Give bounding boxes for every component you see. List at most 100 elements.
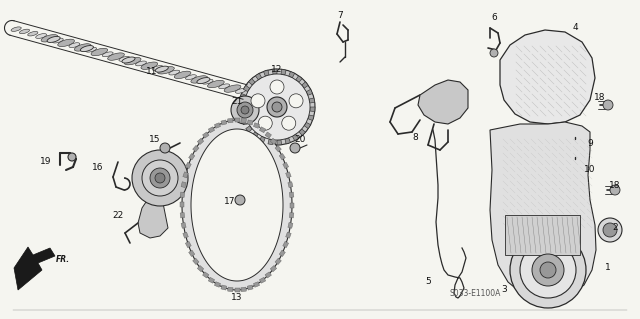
Text: 22: 22 [113,211,124,219]
Polygon shape [259,136,266,143]
Polygon shape [246,126,252,132]
Polygon shape [182,120,292,290]
Polygon shape [186,241,191,248]
Polygon shape [289,71,294,78]
Circle shape [132,150,188,206]
Polygon shape [193,145,199,152]
Text: FR.: FR. [56,256,70,264]
Polygon shape [265,272,271,278]
Polygon shape [248,78,255,85]
Circle shape [290,143,300,153]
Polygon shape [241,118,246,123]
Circle shape [241,106,249,114]
Circle shape [237,102,253,118]
Polygon shape [279,153,285,160]
Polygon shape [285,138,291,144]
Polygon shape [255,73,262,80]
Circle shape [598,218,622,242]
Polygon shape [275,145,282,152]
Ellipse shape [136,61,147,66]
Circle shape [510,232,586,308]
Text: 13: 13 [231,293,243,302]
Polygon shape [500,30,595,124]
Ellipse shape [102,52,113,57]
Text: 10: 10 [584,166,596,174]
Polygon shape [252,132,259,138]
Ellipse shape [191,76,207,83]
Circle shape [251,94,265,108]
Ellipse shape [108,53,124,60]
Polygon shape [228,118,233,123]
Ellipse shape [41,34,58,42]
Circle shape [239,69,315,145]
Polygon shape [239,102,244,107]
Polygon shape [505,215,580,255]
Ellipse shape [74,44,91,51]
Ellipse shape [58,39,74,47]
Text: 4: 4 [572,24,578,33]
Circle shape [270,80,284,94]
Circle shape [490,49,498,57]
Text: S033-E1100A: S033-E1100A [450,289,501,298]
Polygon shape [197,138,204,145]
Polygon shape [253,123,260,128]
Polygon shape [418,80,468,124]
Polygon shape [283,162,289,169]
Circle shape [150,168,170,188]
Ellipse shape [47,36,60,42]
Ellipse shape [219,84,230,89]
Polygon shape [247,120,253,125]
Polygon shape [288,182,293,188]
Circle shape [160,143,170,153]
Polygon shape [203,272,209,278]
Polygon shape [14,247,55,290]
Text: 20: 20 [294,136,306,145]
Ellipse shape [186,75,196,79]
Text: 18: 18 [595,93,605,102]
Ellipse shape [157,67,174,74]
Polygon shape [189,250,195,256]
Polygon shape [264,70,269,76]
Ellipse shape [224,85,241,92]
Polygon shape [299,129,305,136]
Circle shape [68,153,76,161]
Polygon shape [259,127,266,133]
Ellipse shape [202,79,213,84]
Polygon shape [189,153,195,160]
Polygon shape [234,288,239,292]
Ellipse shape [19,29,29,34]
Polygon shape [259,277,266,283]
Ellipse shape [91,48,108,56]
Text: 7: 7 [337,11,343,19]
Ellipse shape [236,88,246,93]
Ellipse shape [86,47,97,52]
Polygon shape [289,212,294,218]
Polygon shape [289,192,294,197]
Polygon shape [221,120,227,125]
Polygon shape [296,76,302,82]
Ellipse shape [197,78,210,84]
Polygon shape [241,287,246,292]
Polygon shape [279,250,285,256]
Polygon shape [247,285,253,290]
Polygon shape [306,89,312,95]
Polygon shape [301,82,308,88]
Polygon shape [186,162,191,169]
Polygon shape [240,93,246,99]
Circle shape [267,97,287,117]
Text: 19: 19 [40,158,52,167]
Text: 9: 9 [587,138,593,147]
Circle shape [142,160,178,196]
Circle shape [540,262,556,278]
Text: 17: 17 [224,197,236,206]
Polygon shape [270,138,276,145]
Circle shape [282,116,296,130]
Polygon shape [309,98,315,103]
Polygon shape [221,285,227,290]
Polygon shape [310,107,315,112]
Ellipse shape [119,56,130,61]
Polygon shape [304,122,310,129]
Text: 8: 8 [412,133,418,143]
Polygon shape [181,222,186,228]
Ellipse shape [28,32,38,36]
